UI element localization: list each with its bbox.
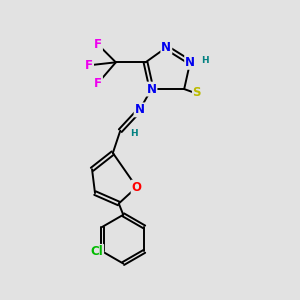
Text: N: N [185,56,195,69]
Text: H: H [201,56,209,65]
Text: N: N [161,41,171,54]
Text: Cl: Cl [90,245,103,258]
Text: O: O [132,181,142,194]
Text: F: F [94,38,102,51]
Text: F: F [85,59,93,72]
Text: H: H [130,129,137,138]
Text: N: N [135,103,145,116]
Text: F: F [94,76,102,90]
Text: N: N [146,82,157,96]
Text: S: S [193,85,201,98]
